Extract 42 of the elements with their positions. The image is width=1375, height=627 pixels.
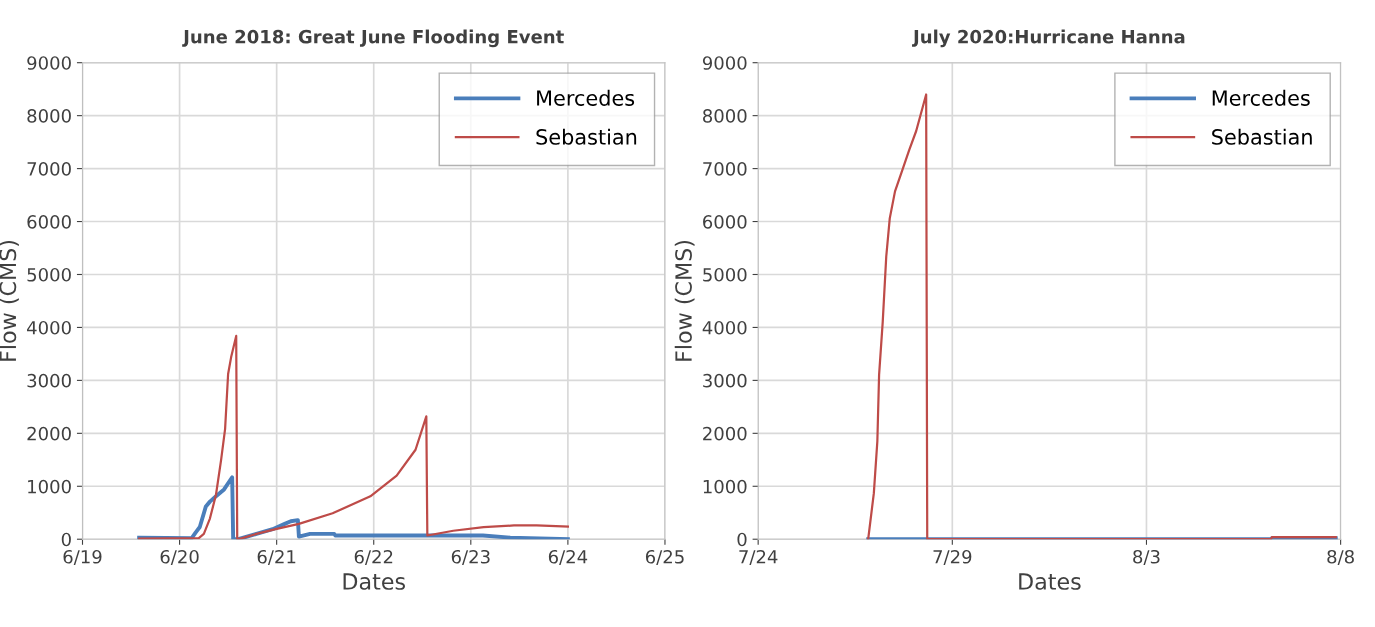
y-tick-label: 8000 [27, 109, 71, 123]
y-tick-label: 9000 [702, 56, 747, 70]
y-tick-label: 9000 [27, 56, 71, 70]
chart-title: June 2018: Great June Flooding Event [182, 29, 564, 48]
y-axis-title: Flow (CMS) [0, 240, 19, 361]
y-tick-label: 6000 [703, 215, 747, 229]
y-tick-label: 5000 [27, 267, 71, 282]
y-tick-label: 7000 [703, 162, 747, 176]
x-tick-label: 6/20 [160, 549, 199, 566]
y-tick-label: 4000 [27, 320, 71, 335]
y-tick-label: 1000 [703, 479, 747, 494]
x-tick-label: 6/21 [257, 549, 296, 566]
y-tick-label: 8000 [703, 109, 747, 123]
x-tick-label: 8/3 [1133, 549, 1160, 566]
x-axis-title: Dates [343, 573, 405, 590]
x-tick-label: 8/8 [1327, 549, 1354, 566]
x-tick-label: 7/29 [933, 549, 972, 566]
y-tick-label: 4000 [702, 320, 747, 335]
y-tick-label: 3000 [27, 373, 71, 388]
x-tick-label: 6/22 [354, 549, 393, 566]
chart-title: July 2020:Hurricane Hanna [912, 29, 1185, 48]
x-tick-label: 6/19 [63, 549, 102, 566]
y-tick-label: 2000 [703, 426, 747, 441]
line-series [138, 334, 569, 540]
y-tick-label: 5000 [703, 267, 747, 282]
y-tick-label: 3000 [703, 373, 747, 388]
x-tick-label: 6/25 [645, 549, 684, 566]
x-axis-title: Dates [1019, 573, 1081, 590]
y-tick-label: 0 [61, 532, 71, 547]
legend-label: Sebastian [1212, 128, 1312, 145]
y-tick-label: 6000 [27, 215, 71, 229]
y-tick-label: 7000 [27, 162, 71, 176]
legend-label: Mercedes [1212, 89, 1310, 106]
x-tick-label: 6/24 [548, 549, 588, 566]
x-tick-label: 7/24 [739, 549, 778, 566]
legend-label: Mercedes [537, 89, 635, 106]
y-axis-title: Flow (CMS) [674, 240, 695, 361]
y-tick-label: 2000 [27, 426, 71, 441]
x-tick-label: 6/23 [451, 549, 490, 566]
y-tick-label: 1000 [28, 479, 71, 494]
y-tick-label: 0 [737, 532, 747, 547]
legend-label: Sebastian [536, 128, 637, 145]
